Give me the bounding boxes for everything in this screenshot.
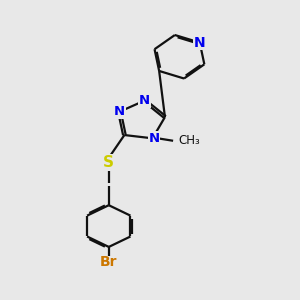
Text: S: S (103, 155, 114, 170)
Text: N: N (148, 132, 160, 145)
Text: N: N (139, 94, 150, 107)
Text: N: N (114, 105, 125, 118)
Text: CH₃: CH₃ (178, 134, 200, 147)
Text: Br: Br (100, 255, 118, 269)
Text: N: N (194, 36, 206, 50)
